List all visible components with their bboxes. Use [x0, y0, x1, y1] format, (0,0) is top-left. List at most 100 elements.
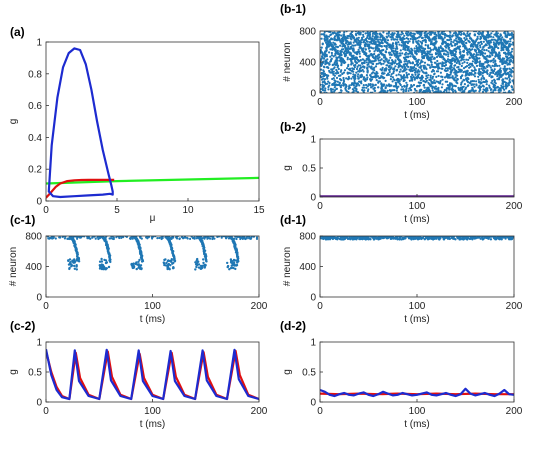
spike-dot — [327, 85, 330, 89]
spike-dot — [137, 263, 140, 266]
spike-dot — [329, 33, 332, 37]
spike-dot — [521, 48, 523, 50]
spike-dot — [391, 36, 394, 39]
spike-dot — [385, 67, 388, 70]
spike-dot — [464, 38, 467, 42]
spike-dot — [530, 61, 532, 63]
spike-dot — [334, 60, 337, 63]
spike-dot — [387, 61, 390, 64]
spike-dot — [470, 53, 473, 56]
spike-dot — [491, 54, 494, 57]
spike-dot — [503, 31, 506, 33]
spike-dot — [480, 67, 483, 70]
spike-dot — [527, 57, 529, 59]
spike-dot — [327, 80, 330, 83]
spike-dot — [435, 40, 438, 43]
spike-dot — [371, 236, 375, 239]
spike-dot — [447, 74, 450, 77]
x-axis-label: t (ms) — [404, 314, 430, 325]
spike-dot — [421, 57, 424, 60]
spike-dot — [487, 64, 490, 67]
spike-dot — [454, 50, 458, 54]
spike-dot — [355, 67, 359, 71]
spike-dot — [441, 64, 444, 67]
spike-dot — [365, 78, 369, 81]
spike-dot — [394, 41, 398, 44]
spike-dot — [480, 40, 483, 43]
spike-dot — [244, 237, 247, 241]
spike-dot — [457, 65, 460, 69]
spike-dot — [357, 38, 360, 42]
spike-dot — [475, 80, 478, 83]
spike-dot — [331, 88, 334, 91]
spike-dot — [386, 36, 389, 39]
spike-dot — [454, 73, 457, 76]
spike-dot — [515, 39, 517, 41]
spike-dot — [332, 55, 335, 58]
spike-dot — [497, 78, 501, 81]
spike-dot — [434, 52, 438, 55]
spike-dot — [411, 62, 415, 65]
spike-dot — [75, 259, 79, 262]
spike-dot — [398, 52, 402, 55]
data-layer — [320, 387, 514, 398]
spike-dot — [426, 45, 430, 48]
spike-dot — [512, 236, 514, 238]
spike-dot — [431, 75, 435, 78]
spike-dot — [320, 33, 323, 36]
spike-dot — [504, 45, 508, 49]
spike-dot — [482, 40, 485, 43]
spike-dot — [435, 75, 438, 78]
spike-dot — [400, 44, 403, 47]
x-tick-label: 200 — [251, 406, 268, 417]
spike-dot — [463, 61, 466, 64]
spike-dot — [491, 82, 494, 85]
spike-dot — [325, 66, 328, 69]
spike-dot — [493, 49, 496, 52]
y-axis-label: g — [8, 369, 19, 375]
spike-dot — [459, 33, 463, 36]
spike-dot — [504, 62, 507, 65]
spike-dot — [232, 258, 236, 262]
spike-dot — [333, 36, 336, 40]
spike-dot — [463, 89, 466, 92]
spike-dot — [434, 85, 437, 88]
series-line-blue — [47, 47, 114, 199]
spike-dot — [413, 87, 416, 91]
spike-dot — [346, 67, 349, 70]
spike-dot — [391, 42, 395, 45]
spike-dot — [425, 74, 428, 78]
spike-dot — [522, 49, 524, 51]
y-tick-label: 0 — [36, 293, 42, 304]
spike-dot — [472, 73, 475, 76]
spike-dot — [453, 84, 456, 87]
spike-dot — [67, 259, 70, 262]
spike-dot — [503, 60, 506, 63]
spike-dot — [372, 67, 375, 70]
spike-dot — [430, 61, 433, 64]
spike-dot — [479, 35, 482, 38]
spike-dot — [392, 237, 395, 240]
spike-dot — [454, 59, 457, 62]
spike-dot — [364, 45, 367, 48]
spike-dot — [379, 44, 382, 48]
spike-dot — [64, 236, 67, 238]
spike-dot — [347, 63, 350, 66]
spike-dot — [458, 46, 461, 49]
spike-dot — [73, 264, 76, 268]
spike-dot — [500, 45, 503, 49]
spike-dot — [117, 236, 120, 238]
spike-dot — [380, 40, 383, 43]
spike-dot — [385, 84, 388, 87]
y-tick-label: 0.5 — [302, 164, 316, 175]
spike-dot — [422, 64, 425, 67]
spike-dot — [320, 63, 323, 66]
spike-dot — [354, 63, 357, 67]
spike-dot — [429, 48, 433, 52]
spike-dot — [377, 54, 380, 57]
y-tick-label: 400 — [25, 262, 42, 273]
axes-box — [319, 235, 515, 298]
spike-dot — [431, 238, 435, 241]
spike-dot — [400, 88, 403, 91]
